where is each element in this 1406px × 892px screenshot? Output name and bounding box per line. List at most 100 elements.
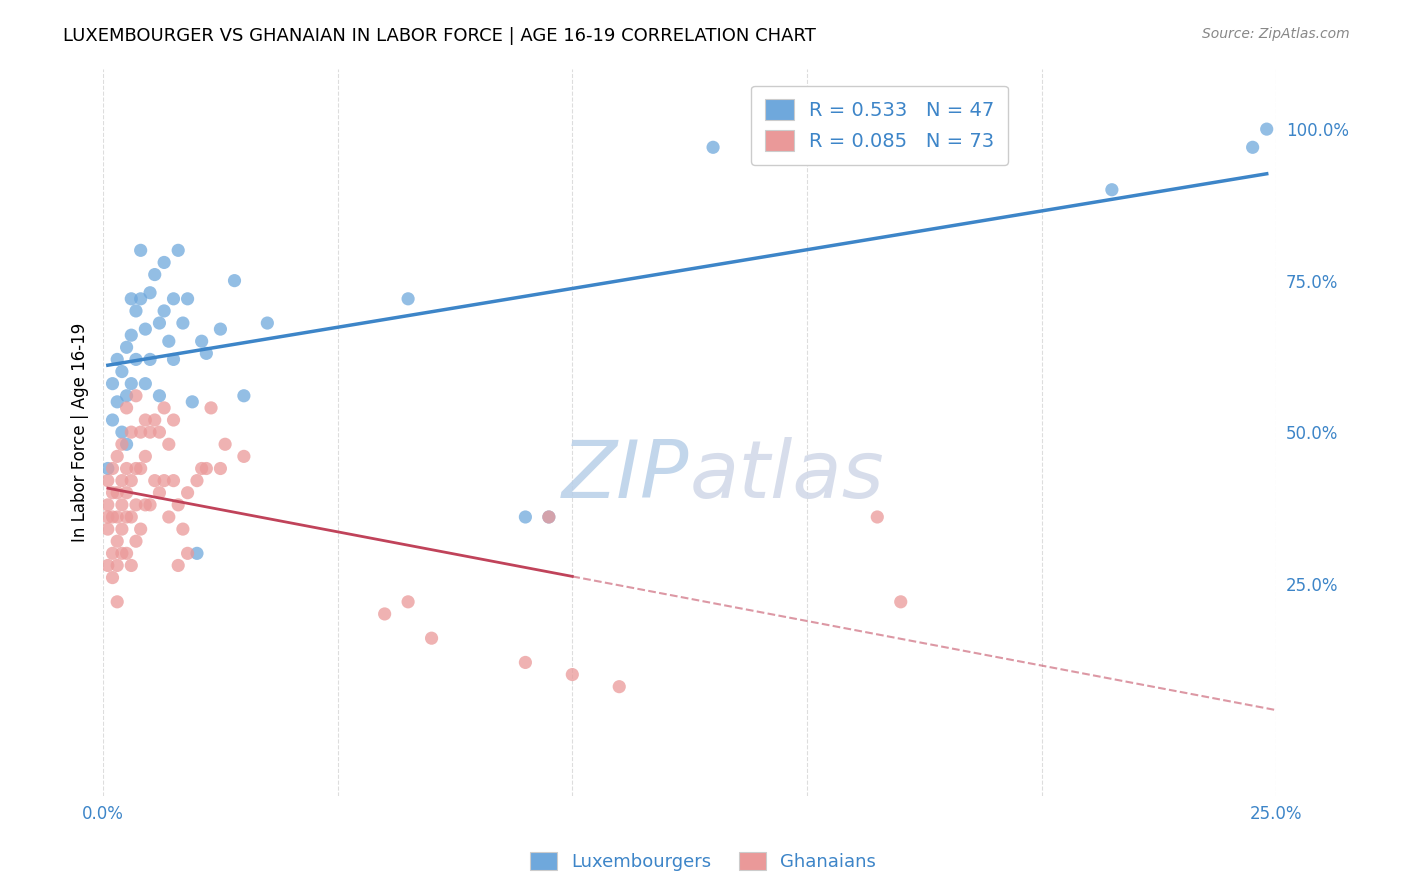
Point [195,461,218,475]
Point [111,546,134,560]
Point [111,498,134,512]
Point [115,510,138,524]
Point [101,546,124,560]
Point [162,292,184,306]
Point [97,510,120,524]
Point [139,425,162,439]
Point [105,510,128,524]
Point [232,389,254,403]
Point [890,595,912,609]
Point [396,595,419,609]
Point [101,461,124,475]
Point [866,510,889,524]
Point [101,376,124,391]
Point [153,304,176,318]
Point [143,268,166,282]
Point [162,413,184,427]
Point [143,413,166,427]
Point [129,461,152,475]
Point [157,437,180,451]
Point [115,546,138,560]
Point [1241,140,1264,154]
Point [139,285,162,300]
Point [111,365,134,379]
Point [125,534,148,549]
Point [97,498,120,512]
Point [537,510,560,524]
Point [181,394,204,409]
Point [97,522,120,536]
Point [134,322,156,336]
Point [186,474,208,488]
Point [148,316,170,330]
Text: LUXEMBOURGER VS GHANAIAN IN LABOR FORCE | AGE 16-19 CORRELATION CHART: LUXEMBOURGER VS GHANAIAN IN LABOR FORCE … [63,27,815,45]
Point [129,522,152,536]
Point [200,401,222,415]
Point [105,352,128,367]
Point [120,510,142,524]
Point [120,558,142,573]
Point [125,461,148,475]
Point [134,450,156,464]
Point [129,425,152,439]
Point [224,274,246,288]
Point [139,352,162,367]
Point [105,485,128,500]
Point [120,474,142,488]
Point [120,292,142,306]
Point [157,510,180,524]
Point [129,292,152,306]
Text: atlas: atlas [689,437,884,515]
Point [105,558,128,573]
Point [176,485,198,500]
Point [209,461,232,475]
Point [115,461,138,475]
Point [214,437,236,451]
Point [101,510,124,524]
Point [396,292,419,306]
Point [537,510,560,524]
Point [111,425,134,439]
Point [115,485,138,500]
Point [515,510,537,524]
Point [148,425,170,439]
Point [134,413,156,427]
Point [172,522,194,536]
Point [125,352,148,367]
Point [129,244,152,258]
Point [172,316,194,330]
Legend: Luxembourgers, Ghanaians: Luxembourgers, Ghanaians [523,845,883,879]
Point [157,334,180,349]
Point [111,522,134,536]
Point [105,450,128,464]
Point [97,461,120,475]
Point [190,334,212,349]
Point [120,425,142,439]
Point [702,140,724,154]
Point [120,376,142,391]
Point [125,389,148,403]
Point [139,498,162,512]
Point [153,255,176,269]
Point [148,389,170,403]
Point [420,631,443,645]
Point [120,328,142,343]
Point [115,437,138,451]
Point [134,498,156,512]
Point [153,401,176,415]
Point [176,546,198,560]
Point [167,244,190,258]
Point [125,304,148,318]
Point [115,389,138,403]
Point [190,461,212,475]
Point [561,667,583,681]
Point [153,474,176,488]
Point [115,340,138,354]
Point [111,474,134,488]
Text: ZIP: ZIP [562,437,689,515]
Point [101,571,124,585]
Point [115,401,138,415]
Point [111,437,134,451]
Legend: R = 0.533   N = 47, R = 0.085   N = 73: R = 0.533 N = 47, R = 0.085 N = 73 [751,86,1008,165]
Point [515,656,537,670]
